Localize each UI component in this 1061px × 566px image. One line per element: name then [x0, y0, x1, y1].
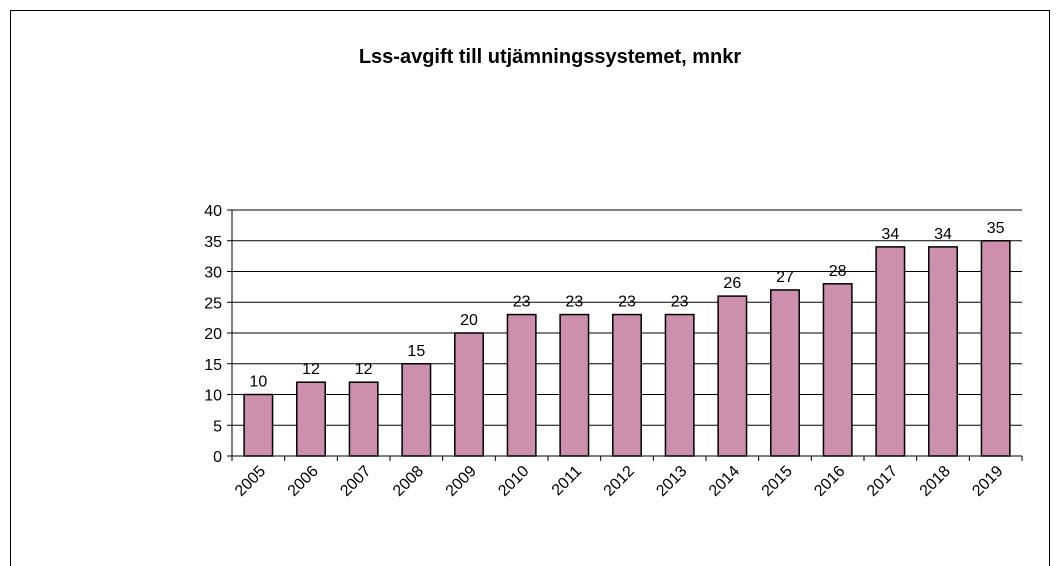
- data-label: 20: [460, 312, 478, 329]
- bar: [928, 246, 958, 457]
- bar: [980, 240, 1011, 457]
- bar: [559, 313, 590, 457]
- bar: [401, 363, 432, 457]
- y-tick-label: 30: [204, 265, 222, 282]
- data-label: 15: [407, 343, 425, 360]
- data-label: 23: [565, 294, 583, 311]
- data-label: 34: [881, 226, 899, 243]
- bar: [454, 332, 484, 457]
- bar: [506, 313, 537, 457]
- data-label: 12: [302, 361, 320, 378]
- bar: [770, 289, 800, 457]
- data-label: 23: [618, 294, 636, 311]
- y-tick-label: 40: [204, 203, 222, 220]
- y-tick-label: 0: [213, 449, 222, 466]
- y-tick-label: 20: [204, 326, 222, 343]
- bar: [875, 246, 906, 457]
- bar: [243, 393, 274, 457]
- chart-title: Lss-avgift till utjämningssystemet, mnkr: [359, 46, 742, 68]
- bar: [296, 381, 326, 457]
- data-label: 23: [671, 294, 689, 311]
- y-tick-label: 5: [213, 418, 222, 435]
- data-label: 26: [723, 275, 741, 292]
- y-tick-label: 35: [204, 234, 222, 251]
- bar: [664, 313, 695, 457]
- bar: [348, 381, 379, 457]
- bar: [717, 295, 748, 457]
- data-label: 28: [829, 263, 847, 280]
- data-label: 12: [355, 361, 373, 378]
- data-label: 34: [934, 226, 952, 243]
- bar: [822, 283, 853, 457]
- data-label: 27: [776, 269, 794, 286]
- y-tick-label: 15: [204, 357, 222, 374]
- data-label: 35: [987, 220, 1005, 237]
- data-label: 23: [513, 294, 531, 311]
- y-tick-label: 25: [204, 295, 222, 312]
- data-label: 10: [249, 374, 267, 391]
- bar: [612, 313, 642, 457]
- y-tick-label: 10: [204, 388, 222, 405]
